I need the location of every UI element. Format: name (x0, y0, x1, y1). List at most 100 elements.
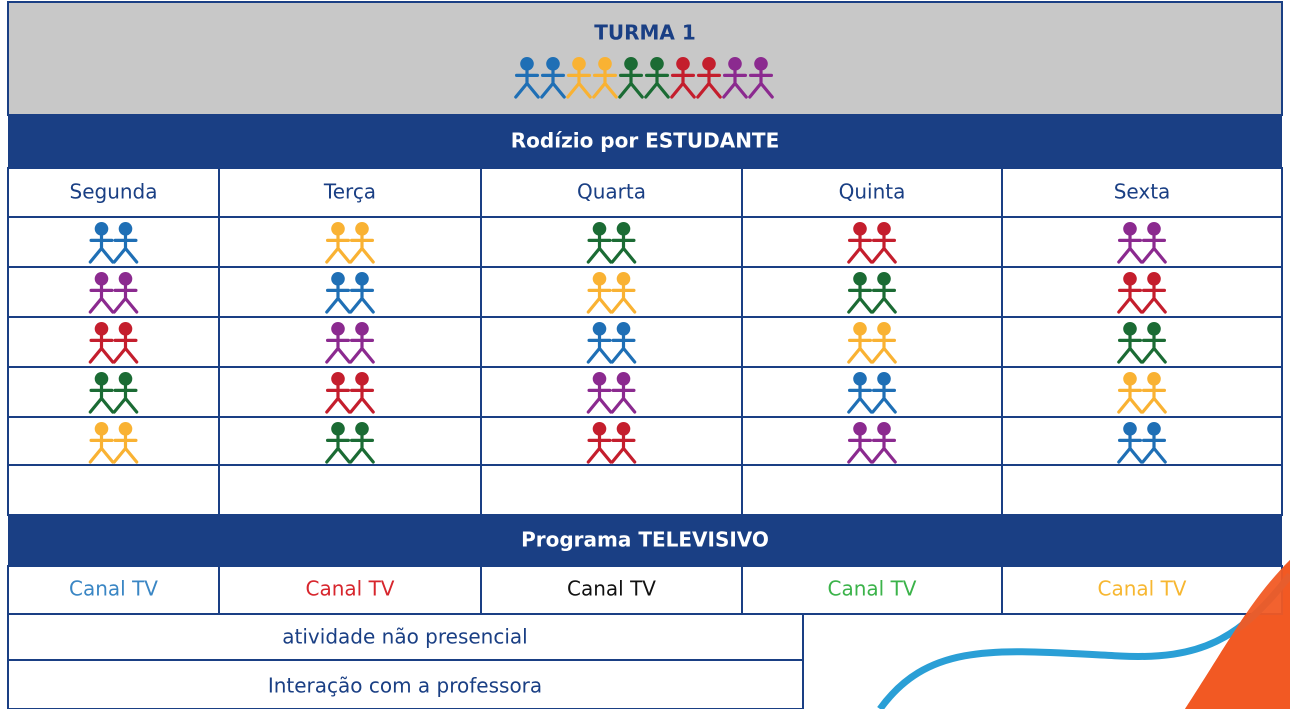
cell (480, 167, 743, 218)
band (8, 115, 1282, 168)
cell (218, 266, 482, 318)
figure-body (847, 234, 873, 264)
figure-head (877, 272, 891, 286)
figure-body (610, 384, 637, 414)
figure-body (1141, 434, 1167, 464)
cell (741, 416, 1003, 466)
figure-head (853, 372, 867, 386)
figure-body (592, 69, 618, 99)
figure-head (616, 222, 631, 236)
figure-head (94, 422, 109, 436)
figure-head (592, 272, 607, 286)
figure-body (610, 234, 637, 264)
figure-head (877, 372, 891, 386)
figure-body (610, 434, 637, 464)
figure-head (616, 272, 631, 286)
figure-head (331, 372, 345, 386)
figure-body (610, 284, 637, 314)
figure-body (1117, 284, 1143, 314)
student-figures (514, 57, 774, 99)
figure-head (592, 372, 607, 386)
figure-body (112, 334, 139, 364)
figure-body (1141, 334, 1167, 364)
figure-body (88, 284, 115, 314)
figure-head (118, 372, 133, 386)
figure-head (877, 422, 891, 436)
figure-head (592, 322, 607, 336)
figure-head (118, 322, 133, 336)
cell (741, 266, 1003, 318)
figure-head (1147, 422, 1161, 436)
figure-body (88, 334, 115, 364)
figure-body (722, 69, 748, 99)
decoration (1185, 560, 1290, 709)
figure-head (355, 272, 369, 286)
cell (218, 366, 482, 418)
cell (480, 216, 743, 268)
figure-head (331, 322, 345, 336)
footer-cell (7, 613, 804, 661)
figure-body (349, 434, 375, 464)
cell (1001, 464, 1283, 516)
figure-body (325, 334, 351, 364)
channel-label: Canal TV (306, 577, 395, 601)
figure-head (1123, 372, 1137, 386)
cell (7, 216, 220, 268)
figure-body (1117, 334, 1143, 364)
figure-head (1123, 422, 1137, 436)
day-label: Terça (323, 180, 376, 204)
figure-head (616, 372, 631, 386)
figure-head (853, 222, 867, 236)
figure-head (355, 222, 369, 236)
title: TURMA 1 (594, 21, 696, 45)
figure-body (112, 434, 139, 464)
figure-body (514, 69, 540, 99)
channel-label: Canal TV (1098, 577, 1187, 601)
cell (7, 266, 220, 318)
cell (741, 167, 1003, 218)
cell (1001, 366, 1283, 418)
cell (480, 266, 743, 318)
cell (480, 316, 743, 368)
figure-head (754, 57, 768, 71)
figure-body (1141, 234, 1167, 264)
figure-body (325, 434, 351, 464)
figure-body (670, 69, 696, 99)
channel-label: Canal TV (69, 577, 158, 601)
figure-head (650, 57, 664, 71)
figure-head (1123, 272, 1137, 286)
cell (1001, 216, 1283, 268)
day-label: Quarta (577, 180, 646, 204)
figure-head (355, 322, 369, 336)
day-label: Sexta (1114, 180, 1171, 204)
figure-body (586, 434, 613, 464)
figure-body (1117, 234, 1143, 264)
figure-body (325, 234, 351, 264)
figure-head (118, 422, 133, 436)
channel-label: Canal TV (828, 577, 917, 601)
figure-head (592, 422, 607, 436)
figure-body (847, 334, 873, 364)
cell (7, 366, 220, 418)
figure-head (331, 422, 345, 436)
figure-body (586, 384, 613, 414)
section-title: Programa TELEVISIVO (521, 528, 769, 552)
figure-body (112, 284, 139, 314)
figure-body (349, 234, 375, 264)
figure-head (1147, 222, 1161, 236)
figure-head (853, 422, 867, 436)
figure-body (349, 284, 375, 314)
figure-head (676, 57, 690, 71)
channel-label: Canal TV (567, 577, 656, 601)
footer-text: Interação com a professora (268, 674, 542, 698)
cell (1001, 565, 1283, 615)
figure-head (624, 57, 638, 71)
cell (741, 216, 1003, 268)
figure-head (572, 57, 586, 71)
figure-head (94, 222, 109, 236)
figure-head (1147, 272, 1161, 286)
cell (741, 464, 1003, 516)
cell (741, 316, 1003, 368)
